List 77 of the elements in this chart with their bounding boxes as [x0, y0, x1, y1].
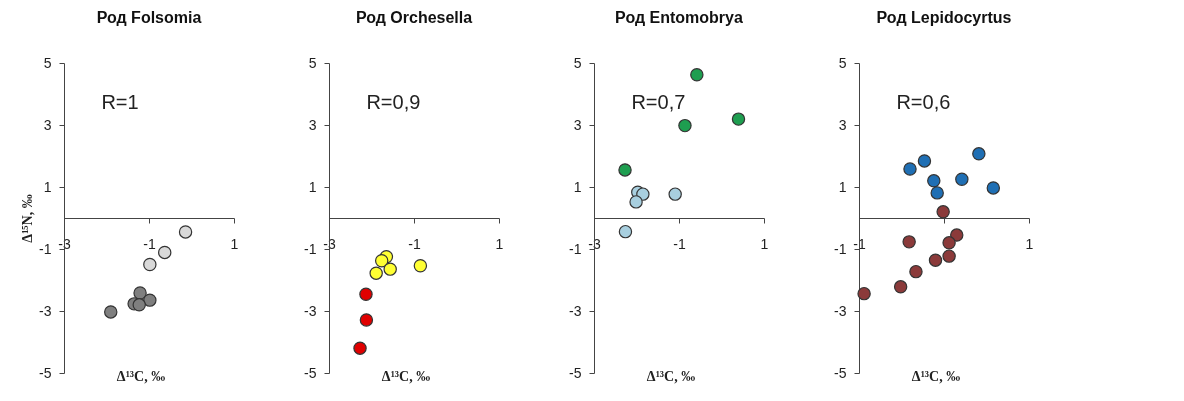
y-tick-label: -5 [39, 364, 52, 381]
point [928, 253, 943, 267]
point [104, 305, 118, 319]
x-tick-label: 1 [230, 235, 239, 252]
annotation: R=0,9 [366, 91, 421, 113]
point [690, 68, 704, 82]
point [618, 224, 633, 239]
point [917, 154, 932, 168]
point [909, 264, 923, 279]
annotation: R=0,7 [631, 91, 686, 113]
y-tick-label: 1 [308, 178, 317, 195]
y-tick-label: -3 [834, 302, 847, 319]
point [158, 245, 172, 260]
point [902, 235, 916, 249]
y-tick-label: 5 [308, 54, 317, 71]
point [143, 257, 157, 272]
point [936, 205, 950, 219]
chart-title: Род Folsomia [96, 9, 202, 26]
point [133, 286, 147, 300]
annotation: R=0,6 [896, 91, 951, 113]
point [942, 236, 956, 250]
point [857, 286, 871, 301]
y-tick-label: -5 [304, 364, 317, 381]
point [955, 172, 969, 186]
y-tick-label: 3 [43, 116, 52, 133]
y-tick-label: -3 [304, 302, 317, 319]
point [986, 181, 1001, 195]
y-tick-label: -5 [569, 364, 582, 381]
y-tick-label: -3 [569, 302, 582, 319]
chart-title: Род Entomobrya [615, 9, 743, 26]
y-tick-label: 3 [573, 116, 582, 133]
point [359, 287, 373, 301]
y-tick-label: 3 [308, 116, 317, 133]
point [618, 163, 632, 177]
x-axis-title: Δ¹³C, ‰ [911, 368, 961, 384]
point [629, 195, 643, 209]
point [369, 266, 383, 280]
point [668, 187, 682, 201]
x-axis-title: Δ¹³C, ‰ [116, 368, 166, 384]
point [678, 118, 692, 133]
y-tick-label: -3 [39, 302, 52, 319]
chart-title: Род Lepidocyrtus [876, 9, 1012, 26]
x-axis-title: Δ¹³C, ‰ [646, 368, 696, 384]
point [950, 228, 964, 242]
x-tick-label: 1 [1025, 235, 1034, 252]
y-tick-label: 1 [573, 178, 582, 195]
point [903, 162, 917, 176]
point [413, 259, 428, 273]
point [359, 313, 374, 327]
y-tick-label: -5 [834, 364, 847, 381]
annotation: R=1 [101, 91, 139, 113]
x-tick-label: 1 [495, 235, 504, 252]
y-tick-label: 1 [838, 178, 847, 195]
y-tick-label: 1 [43, 178, 52, 195]
point [930, 186, 944, 200]
y-tick-label: 5 [838, 54, 847, 71]
point [132, 298, 146, 312]
x-tick-label: -1 [143, 235, 156, 252]
point [383, 262, 397, 276]
x-axis-title: Δ¹³C, ‰ [381, 368, 431, 384]
chart-title: Род Orchesella [355, 9, 473, 26]
y-axis-title: Δ¹⁵N, ‰ [20, 194, 36, 243]
y-tick-label: 5 [573, 54, 582, 71]
y-tick-label: 5 [43, 54, 52, 71]
point [972, 147, 986, 161]
x-tick-label: 1 [760, 235, 769, 252]
x-tick-label: -1 [673, 235, 686, 252]
point [731, 112, 746, 126]
point [353, 341, 367, 355]
point [374, 254, 389, 268]
y-tick-label: 3 [838, 116, 847, 133]
x-tick-label: -1 [408, 235, 421, 252]
point [178, 225, 193, 239]
point [927, 174, 941, 188]
point [942, 249, 956, 263]
point [893, 280, 908, 294]
point [143, 293, 157, 307]
